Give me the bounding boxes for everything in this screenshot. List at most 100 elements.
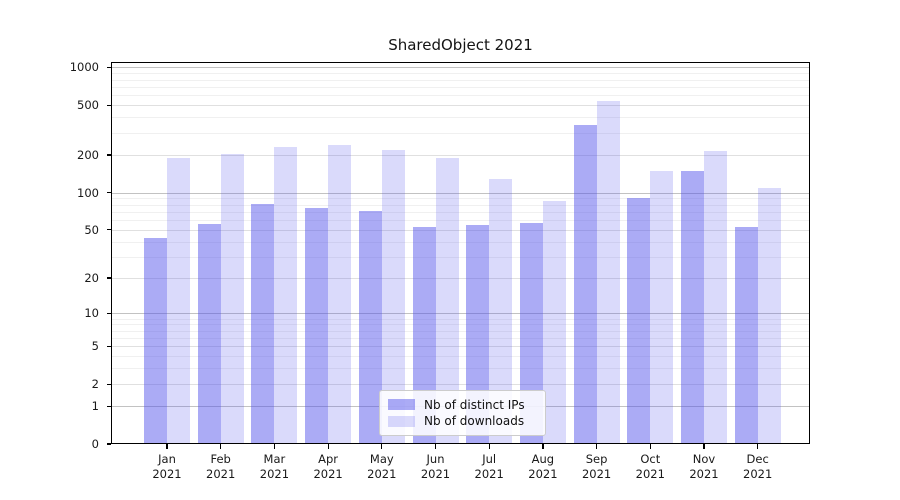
gridline-8 [112,324,809,326]
bar-distinct-ips-jun [412,226,436,444]
y-tick-label-100: 100 [77,185,99,200]
gridline-400 [112,117,809,119]
x-tick-label-apr: Apr 2021 [313,452,343,481]
x-tick-label-nov: Nov 2021 [689,452,719,481]
y-tick-label-5: 5 [91,339,99,354]
y-tick-200 [106,154,111,156]
y-tick-label-10: 10 [84,306,99,321]
bar-downloads-nov [704,151,727,444]
gridline-300 [112,132,809,134]
y-tick-label-1000: 1000 [69,60,99,75]
x-tick-label-feb: Feb 2021 [206,452,236,481]
y-tick-label-200: 200 [77,147,99,162]
x-tick-oct [649,444,651,449]
gridline-600 [112,95,809,97]
x-tick-nov [703,444,705,449]
gridline-40 [112,241,809,243]
bar-distinct-ips-jan [144,237,167,444]
x-tick-dec [757,444,759,449]
gridline-30 [112,256,809,258]
gridline-60 [112,219,809,221]
bar-distinct-ips-jul [466,224,490,444]
bar-downloads-oct [650,171,674,444]
bar-downloads-jul [489,179,513,444]
x-tick-label-oct: Oct 2021 [635,452,665,481]
y-tick-label-50: 50 [84,222,99,237]
y-tick-label-500: 500 [77,98,99,113]
bar-distinct-ips-sep [573,124,597,444]
y-tick-1 [106,405,111,407]
gridline-70 [112,211,809,213]
gridline-10 [112,313,809,315]
bar-downloads-jan [167,158,190,444]
bar-downloads-mar [274,146,298,444]
x-tick-mar [273,444,276,449]
bar-downloads-apr [328,145,352,444]
gridline-20 [112,278,809,280]
bar-distinct-ips-dec [734,226,758,444]
gridline-80 [112,204,809,206]
x-tick-jun [434,444,437,449]
gridline-7 [112,330,809,332]
x-tick-label-jan: Jan 2021 [152,452,182,481]
y-tick-label-2: 2 [91,377,99,392]
gridline-4 [112,356,809,358]
y-tick-5 [106,345,111,347]
x-tick-label-jul: Jul 2021 [474,452,504,481]
bar-distinct-ips-oct [627,198,651,444]
chart-title: SharedObject 2021 [388,36,533,54]
gridline-6 [112,337,809,339]
legend-swatch-distinct-ips [388,399,415,411]
y-tick-100 [106,191,111,194]
gridline-1000 [112,67,809,69]
bar-downloads-aug [542,201,566,444]
legend-item-downloads: Nb of downloads [388,413,537,429]
legend-item-distinct-ips: Nb of distinct IPs [388,397,537,413]
x-tick-label-jun: Jun 2021 [420,452,451,481]
legend: Nb of distinct IPs Nb of downloads [379,390,546,436]
gridline-500 [112,105,809,107]
x-tick-feb [220,444,222,449]
bar-distinct-ips-apr [305,208,329,444]
y-tick-20 [106,277,111,279]
gridline-700 [112,86,809,88]
gridline-100 [112,192,809,194]
gridline-200 [112,154,809,156]
bar-downloads-feb [220,153,244,444]
y-tick-10 [106,312,111,314]
y-tick-1000 [106,66,111,69]
x-tick-label-mar: Mar 2021 [259,452,290,481]
bar-downloads-dec [757,187,781,444]
legend-label-downloads: Nb of downloads [424,414,525,429]
y-tick-50 [106,229,111,231]
x-tick-sep [596,444,598,449]
bar-downloads-may [381,150,405,444]
x-tick-may [381,444,383,449]
gridline-90 [112,198,809,200]
legend-swatch-downloads [388,415,415,427]
legend-label-distinct-ips: Nb of distinct IPs [424,397,525,412]
gridline-9 [112,318,809,320]
x-tick-apr [327,444,329,449]
gridline-800 [112,79,809,81]
y-tick-label-20: 20 [84,271,99,286]
bar-distinct-ips-may [358,210,382,444]
gridline-5 [112,346,809,348]
gridline-50 [112,229,809,231]
x-tick-label-sep: Sep 2021 [581,452,612,481]
x-tick-label-may: May 2021 [367,452,397,481]
bar-distinct-ips-mar [251,203,275,444]
x-tick-aug [542,444,544,449]
bar-distinct-ips-aug [519,222,543,444]
gridline-2 [112,384,809,386]
bar-distinct-ips-nov [681,170,704,444]
y-tick-2 [106,383,111,385]
y-tick-label-1: 1 [91,399,99,414]
bar-downloads-sep [596,101,620,444]
x-tick-jan [166,444,168,449]
y-tick-label-0: 0 [91,437,99,451]
bar-downloads-jun [435,158,459,444]
y-tick-0 [106,443,111,445]
x-tick-jul [488,444,490,449]
